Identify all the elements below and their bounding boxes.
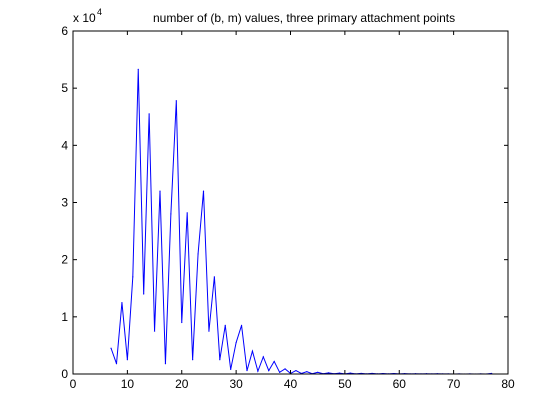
data-point [279, 371, 281, 373]
data-point [224, 324, 226, 327]
data-point [327, 372, 330, 374]
y-tick-label: 6 [61, 24, 68, 38]
data-point [153, 330, 156, 332]
data-point [273, 360, 275, 363]
x-tick-label: 70 [447, 377, 461, 391]
y-multiplier-exponent: 4 [97, 7, 102, 17]
x-tick-label: 0 [70, 377, 77, 391]
data-point [246, 369, 248, 372]
y-tick-label: 4 [61, 138, 68, 152]
data-point [181, 321, 183, 324]
data-point [186, 212, 188, 214]
data-point [126, 359, 128, 361]
data-point [257, 370, 259, 372]
y-tick-label: 0 [61, 367, 68, 381]
data-point [284, 368, 286, 370]
x-tick-label: 40 [284, 377, 298, 391]
data-point [349, 372, 351, 374]
data-point [317, 371, 319, 373]
data-point [192, 359, 194, 361]
data-point [137, 68, 139, 70]
data-point [235, 341, 237, 344]
x-tick-label: 30 [229, 377, 243, 391]
y-axis: 0 1 2 3 4 5 6 [61, 24, 508, 381]
x-tick-label: 20 [175, 377, 189, 391]
data-point [148, 113, 150, 115]
data-point [132, 276, 134, 278]
x-tick-label: 80 [501, 377, 515, 391]
y-tick-label: 2 [61, 253, 68, 267]
data-point [115, 363, 118, 365]
data-point [159, 190, 161, 192]
data-point [240, 324, 243, 327]
data-point [208, 330, 210, 332]
data-point [262, 356, 264, 358]
data-point [121, 301, 123, 304]
data-point [306, 371, 308, 373]
data-point [338, 372, 341, 374]
data-point [251, 350, 254, 352]
y-tick-label: 1 [61, 310, 68, 324]
x-tick-label: 50 [338, 377, 352, 391]
data-point [197, 253, 199, 255]
plot-background [73, 31, 508, 374]
data-point [202, 190, 205, 192]
x-tick-label: 10 [121, 377, 135, 391]
data-point [164, 363, 167, 365]
data-point [219, 359, 221, 361]
data-point [143, 293, 145, 295]
data-point [213, 276, 215, 278]
data-point [295, 369, 297, 372]
chart-title: number of (b, m) values, three primary a… [153, 11, 455, 25]
y-tick-label: 5 [61, 81, 68, 95]
x-tick-label: 60 [393, 377, 407, 391]
data-point [268, 369, 270, 372]
x-axis: 0 10 20 30 40 50 60 70 80 [70, 31, 515, 391]
data-point [110, 347, 112, 349]
data-point [230, 368, 232, 371]
data-point [175, 100, 177, 102]
y-tick-label: 3 [61, 196, 68, 210]
data-point [170, 213, 172, 215]
y-multiplier-label: x 10 [73, 11, 96, 25]
